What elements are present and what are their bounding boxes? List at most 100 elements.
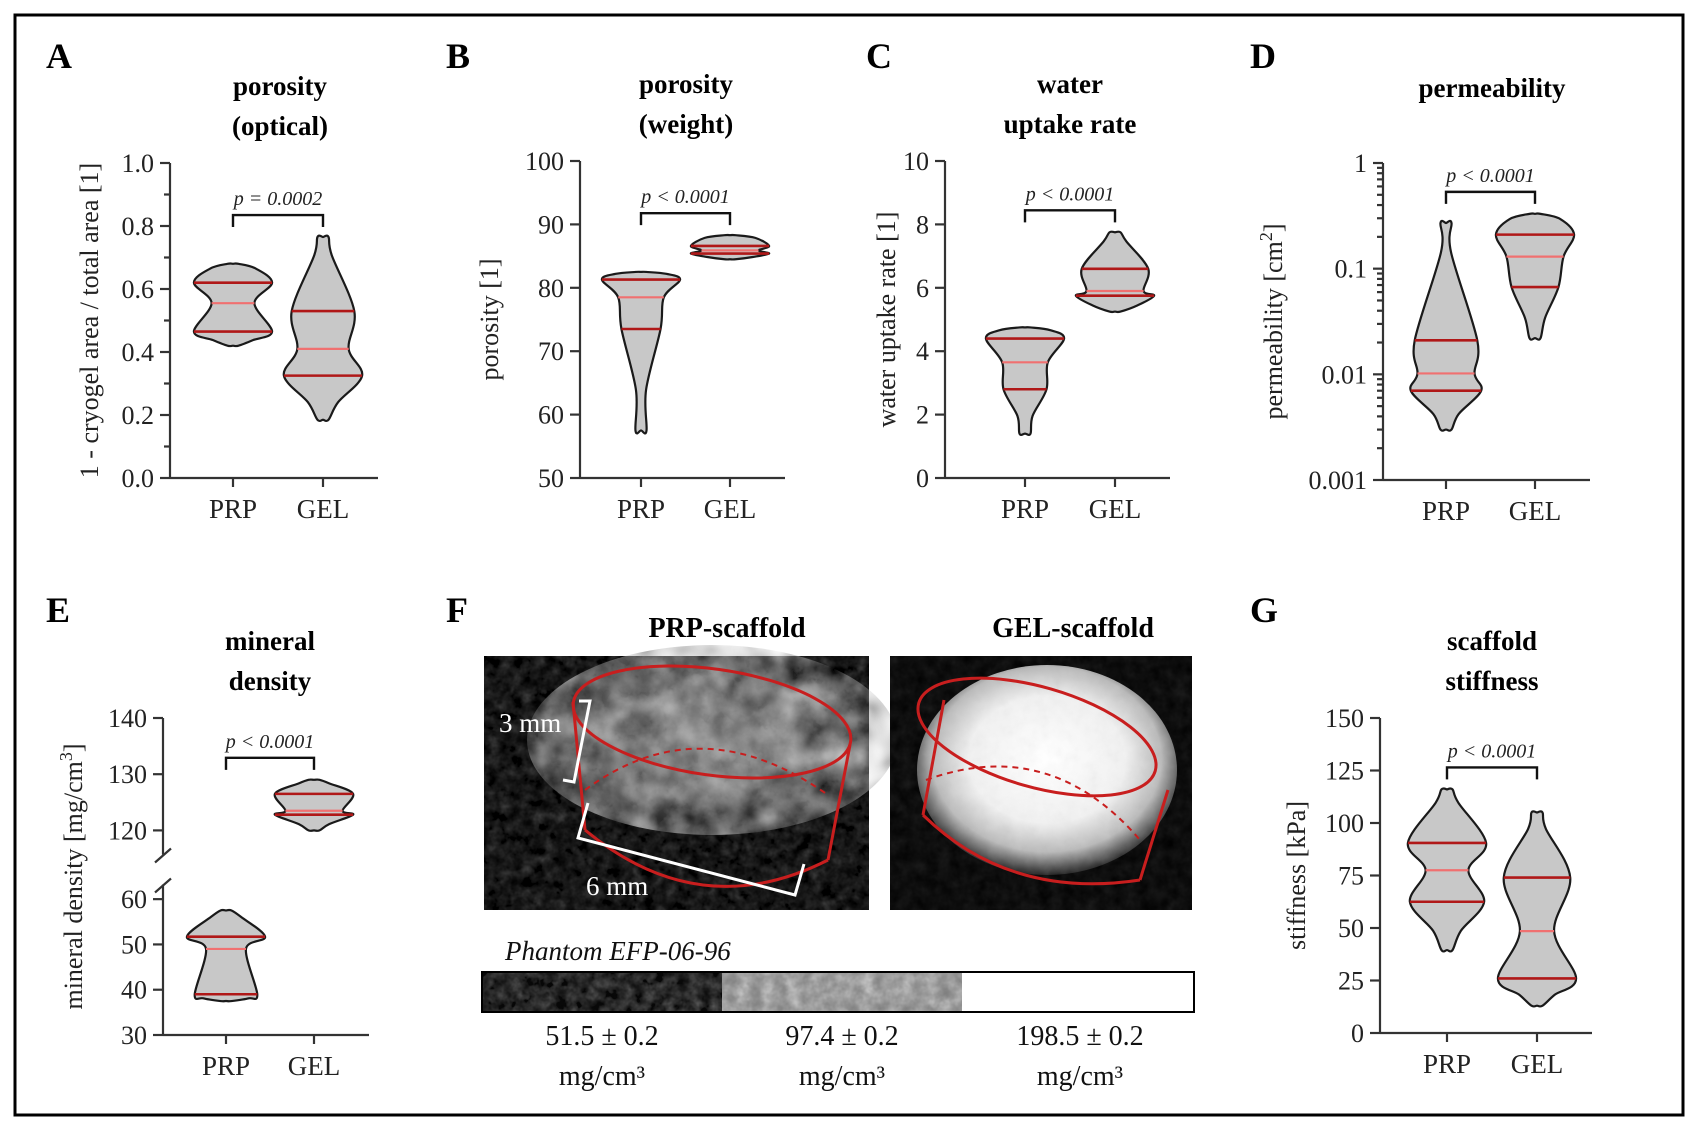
y-tick-label: 10 (903, 147, 929, 176)
panel-label-a: A (46, 36, 72, 76)
category-label-gel: GEL (1511, 1049, 1563, 1079)
gel-scaffold-image (890, 656, 1192, 910)
y-axis-label-tail: ] (1259, 224, 1288, 233)
y-tick-label: 40 (121, 976, 147, 1005)
y-tick-label: 150 (1325, 704, 1364, 733)
panel-label-c: C (866, 36, 892, 76)
violin-gel (282, 234, 364, 423)
y-tick-label: 0 (916, 464, 929, 493)
y-tick-label: 0.1 (1335, 255, 1368, 284)
p-value-label: p = 0.0002 (232, 188, 323, 210)
phantom-label: Phantom EFP-06-96 (504, 936, 731, 966)
y-axis-label-superscript: 3 (56, 752, 76, 761)
phantom-value-1: 51.5 ± 0.2 (545, 1021, 658, 1052)
panel-title-line: (optical) (232, 111, 328, 141)
y-axis-label: permeability [cm2] (1256, 224, 1288, 420)
phantom-value-3: 198.5 ± 0.2 (1016, 1021, 1143, 1052)
y-tick-label: 120 (108, 816, 147, 845)
panel-label-f: F (446, 590, 468, 630)
y-tick-label: 0.4 (122, 338, 155, 367)
y-tick-label: 90 (538, 210, 564, 239)
prp-scaffold-image: 3 mm 6 mm (484, 645, 897, 910)
violin-body (1409, 219, 1483, 432)
category-label-prp: PRP (617, 494, 665, 524)
significance-bracket (639, 211, 732, 226)
y-tick-label: 60 (538, 401, 564, 430)
y-tick-label: 60 (121, 885, 147, 914)
significance-bracket (1445, 766, 1539, 780)
panel-label-g: G (1250, 590, 1278, 630)
phantom-bar (481, 971, 1195, 1013)
y-tick-label: 1 (1354, 149, 1367, 178)
y-tick-label: 0.0 (122, 464, 155, 493)
violin-body (273, 778, 355, 832)
y-axis-label-tail: ] (59, 743, 88, 752)
y-tick-label: 70 (538, 337, 564, 366)
category-label-prp: PRP (202, 1051, 250, 1081)
violin-body (600, 270, 682, 435)
y-tick-label: 130 (108, 760, 147, 789)
panel-label-d: D (1250, 36, 1276, 76)
y-axis-label: stiffness [kPa] (1282, 801, 1311, 950)
significance-bracket (231, 213, 325, 228)
violin-prp (984, 326, 1066, 437)
phantom-unit-2: mg/cm³ (799, 1061, 885, 1092)
y-tick-label: 2 (916, 401, 929, 430)
category-label-prp: PRP (1001, 494, 1049, 524)
violin-prp (192, 262, 274, 348)
p-value-label: p < 0.0001 (1446, 740, 1537, 762)
phantom-unit-3: mg/cm³ (1037, 1061, 1123, 1092)
violin-gel (1496, 810, 1578, 1008)
y-tick-label: 50 (1338, 914, 1364, 943)
gel-scaffold-title: GEL-scaffold (992, 613, 1154, 644)
violin-gel (273, 778, 355, 832)
axis-break-mark (154, 847, 172, 864)
phantom-unit-1: mg/cm³ (559, 1061, 645, 1092)
y-tick-label: 0 (1351, 1019, 1364, 1048)
y-tick-label: 80 (538, 274, 564, 303)
panel-title-line: scaffold (1447, 626, 1537, 656)
y-tick-label: 125 (1325, 757, 1364, 786)
category-label-gel: GEL (1509, 496, 1561, 526)
panel-f: F PRP-scaffold GEL-scaffold 3 mm 6 mm (446, 590, 1195, 1092)
panel-label-e: E (46, 590, 70, 630)
panel-title-line: porosity (233, 71, 328, 101)
category-label-gel: GEL (297, 494, 349, 524)
y-tick-label: 100 (525, 147, 564, 176)
category-label-gel: GEL (704, 494, 756, 524)
significance-bracket (1444, 190, 1537, 204)
y-axis-label: mineral density [mg/cm3] (56, 743, 88, 1009)
y-axis-label-superscript: 2 (1256, 232, 1276, 241)
violin-body (1494, 212, 1576, 341)
y-tick-label: 6 (916, 274, 929, 303)
height-dimension-label: 3 mm (499, 708, 561, 738)
y-tick-label: 0.6 (122, 275, 155, 304)
width-dimension-label: 6 mm (586, 871, 648, 901)
p-value-label: p < 0.0001 (224, 731, 315, 753)
violin-body (1496, 810, 1578, 1008)
p-value-label: p < 0.0001 (1024, 183, 1115, 205)
panel-title-line: stiffness (1446, 666, 1539, 696)
violin-prp (185, 908, 267, 1003)
y-tick-label: 1.0 (122, 149, 155, 178)
y-tick-label: 0.001 (1309, 466, 1368, 495)
violin-body (185, 908, 267, 1003)
panel-label-b: B (446, 36, 470, 76)
violin-prp (1409, 219, 1483, 432)
category-label-prp: PRP (1422, 496, 1470, 526)
panel-title-line: water (1037, 69, 1103, 99)
category-label-prp: PRP (209, 494, 257, 524)
y-tick-label: 0.2 (122, 401, 155, 430)
violin-gel (1494, 212, 1576, 341)
y-tick-label: 75 (1338, 862, 1364, 891)
violin-body (282, 234, 364, 423)
axis-break-mark (154, 877, 172, 894)
panel-title-line: mineral (225, 626, 315, 656)
panel-title-line: porosity (639, 69, 734, 99)
category-label-prp: PRP (1423, 1049, 1471, 1079)
